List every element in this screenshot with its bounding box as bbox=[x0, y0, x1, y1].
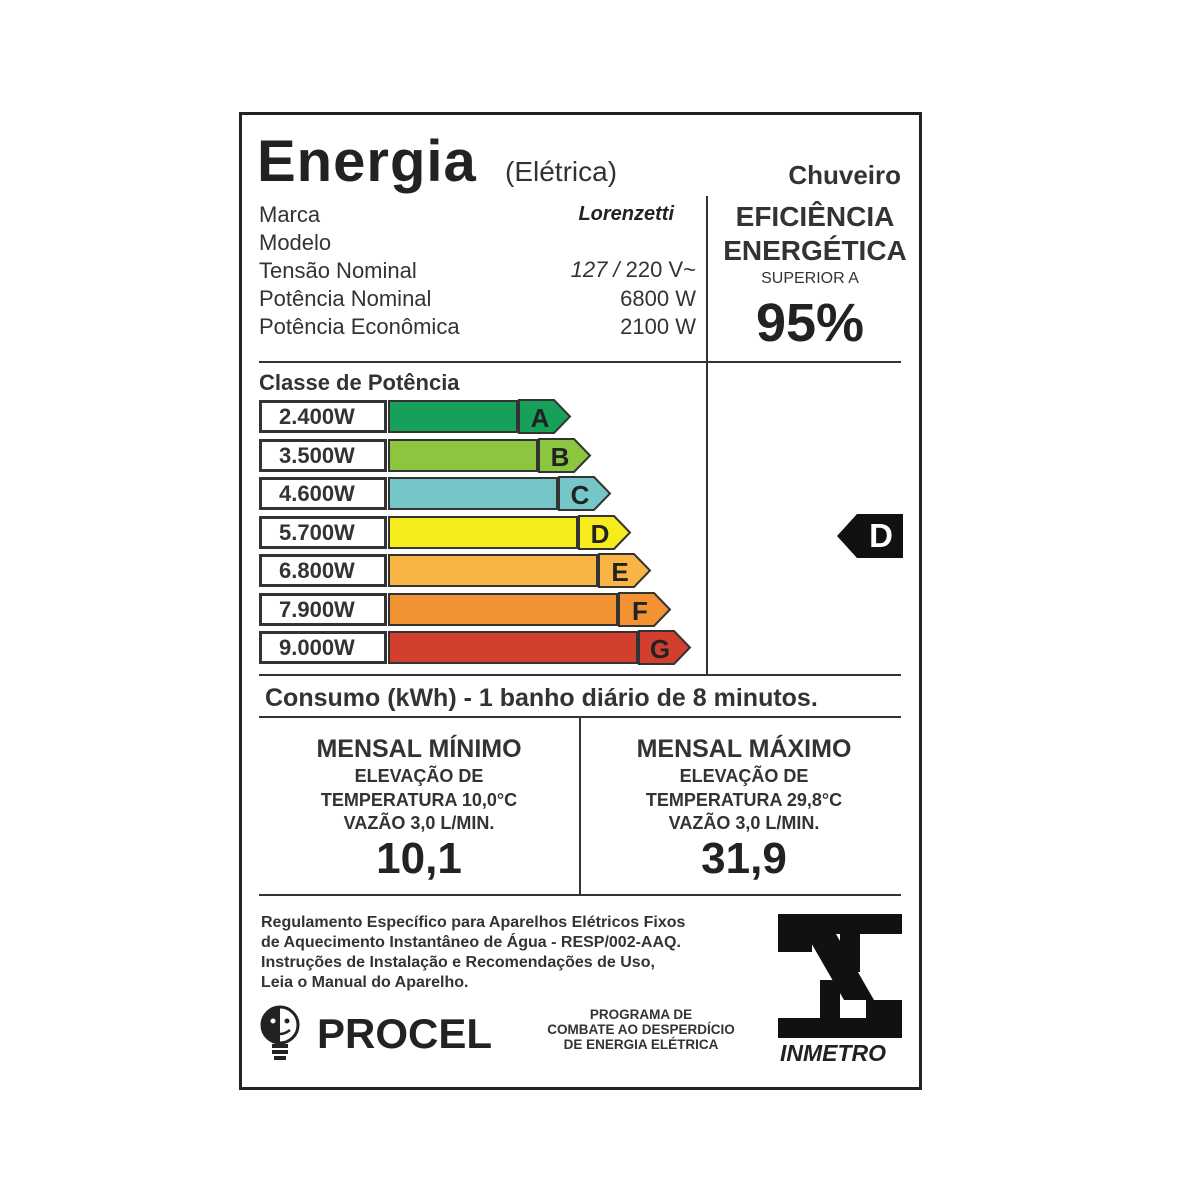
divider-footer bbox=[259, 894, 901, 896]
efficiency-line2: ENERGÉTICA bbox=[723, 235, 907, 266]
monthly-min-line1: ELEVAÇÃO DE bbox=[354, 766, 484, 786]
monthly-min-line2: TEMPERATURA 10,0°C bbox=[320, 790, 518, 810]
power-class-label-g: 9.000W bbox=[259, 631, 387, 664]
monthly-max-line3: VAZÃO 3,0 L/MIN. bbox=[668, 813, 820, 833]
efficiency-line1: EFICIÊNCIA bbox=[735, 201, 895, 232]
power-class-letter-a: A bbox=[531, 403, 550, 433]
spec-label-modelo: Modelo bbox=[259, 230, 332, 255]
power-class-label-c: 4.600W bbox=[259, 477, 387, 510]
monthly-max-value: 31,9 bbox=[701, 834, 787, 883]
divider-classes bbox=[259, 674, 901, 676]
product-category: Chuveiro bbox=[788, 160, 901, 190]
power-class-label-d: 5.700W bbox=[259, 516, 387, 549]
efficiency-line3: SUPERIOR A bbox=[761, 270, 859, 287]
power-class-arrow-g: G bbox=[638, 630, 692, 665]
power-class-arrow-b: B bbox=[538, 438, 592, 473]
spec-label-potencia-nominal: Potência Nominal bbox=[259, 286, 432, 311]
spec-value-tensao: 127 / 220 V~ bbox=[571, 257, 696, 283]
procel-desc-line1: PROGRAMA DE bbox=[589, 1007, 693, 1022]
spec-label-potencia-economica: Potência Econômica bbox=[259, 314, 460, 339]
power-class-arrow-f: F bbox=[618, 592, 672, 627]
power-class-label-a: 2.400W bbox=[259, 400, 387, 433]
spec-value-potencia-nominal: 6800 W bbox=[620, 286, 696, 311]
label-title: Energia bbox=[257, 129, 477, 194]
power-class-label-f: 7.900W bbox=[259, 593, 387, 626]
efficiency-value: 95% bbox=[755, 293, 865, 353]
power-class-bar-c bbox=[388, 477, 558, 510]
power-class-letter-c: C bbox=[571, 480, 590, 510]
vertical-divider-top bbox=[706, 196, 708, 674]
monthly-min-title: MENSAL MÍNIMO bbox=[316, 735, 522, 763]
power-class-bar-e bbox=[388, 554, 598, 587]
power-class-letter-g: G bbox=[650, 634, 670, 664]
procel-desc-line2: COMBATE AO DESPERDÍCIO bbox=[547, 1022, 735, 1037]
power-class-bar-a bbox=[388, 400, 518, 433]
monthly-min-value: 10,1 bbox=[376, 834, 462, 883]
power-class-bar-g bbox=[388, 631, 638, 664]
regulation-line1: Regulamento Específico para Aparelhos El… bbox=[261, 914, 686, 931]
monthly-max-line2: TEMPERATURA 29,8°C bbox=[645, 790, 843, 810]
power-class-letter-e: E bbox=[611, 557, 628, 587]
divider-specs bbox=[259, 361, 901, 363]
regulation-line4: Leia o Manual do Aparelho. bbox=[261, 974, 469, 991]
power-class-bar-d bbox=[388, 516, 578, 549]
power-class-letter-d: D bbox=[591, 519, 610, 549]
monthly-min-line3: VAZÃO 3,0 L/MIN. bbox=[343, 813, 495, 833]
spec-label-marca: Marca bbox=[259, 202, 321, 227]
spec-label-tensao: Tensão Nominal bbox=[259, 258, 417, 283]
power-class-bar-b bbox=[388, 439, 538, 472]
power-class-arrow-a: A bbox=[518, 399, 572, 434]
power-class-title: Classe de Potência bbox=[259, 370, 460, 395]
procel-desc-line3: DE ENERGIA ELÉTRICA bbox=[563, 1037, 719, 1052]
power-class-label-b: 3.500W bbox=[259, 439, 387, 472]
power-class-letter-f: F bbox=[632, 596, 648, 626]
consumption-title: Consumo (kWh) - 1 banho diário de 8 minu… bbox=[265, 684, 818, 712]
inmetro-logo bbox=[778, 914, 902, 1038]
inmetro-text: INMETRO bbox=[780, 1040, 887, 1066]
power-class-arrow-e: E bbox=[598, 553, 652, 588]
power-class-bar-f bbox=[388, 593, 618, 626]
rating-letter: D bbox=[869, 517, 893, 554]
procel-wordmark: PROCEL bbox=[317, 1010, 493, 1057]
power-class-arrow-d: D bbox=[578, 515, 632, 550]
spec-value-tensao-b: 220 V~ bbox=[625, 257, 696, 282]
monthly-max-line1: ELEVAÇÃO DE bbox=[679, 766, 809, 786]
energy-label bbox=[239, 112, 922, 1090]
vertical-divider-consumo bbox=[579, 716, 581, 894]
monthly-max-title: MENSAL MÁXIMO bbox=[636, 735, 852, 763]
regulation-line2: de Aquecimento Instantâneo de Água - RES… bbox=[261, 934, 681, 951]
spec-value-potencia-economica: 2100 W bbox=[620, 314, 696, 339]
power-class-letter-b: B bbox=[551, 442, 570, 472]
power-class-label-e: 6.800W bbox=[259, 554, 387, 587]
regulation-line3: Instruções de Instalação e Recomendações… bbox=[261, 954, 655, 971]
power-class-arrow-c: C bbox=[558, 476, 612, 511]
spec-value-marca: Lorenzetti bbox=[578, 203, 674, 225]
label-subtitle: (Elétrica) bbox=[505, 156, 618, 187]
smiling-bulb-icon bbox=[260, 1005, 300, 1060]
spec-value-tensao-a: 127 / bbox=[570, 257, 620, 282]
rating-marker: D bbox=[837, 514, 903, 558]
